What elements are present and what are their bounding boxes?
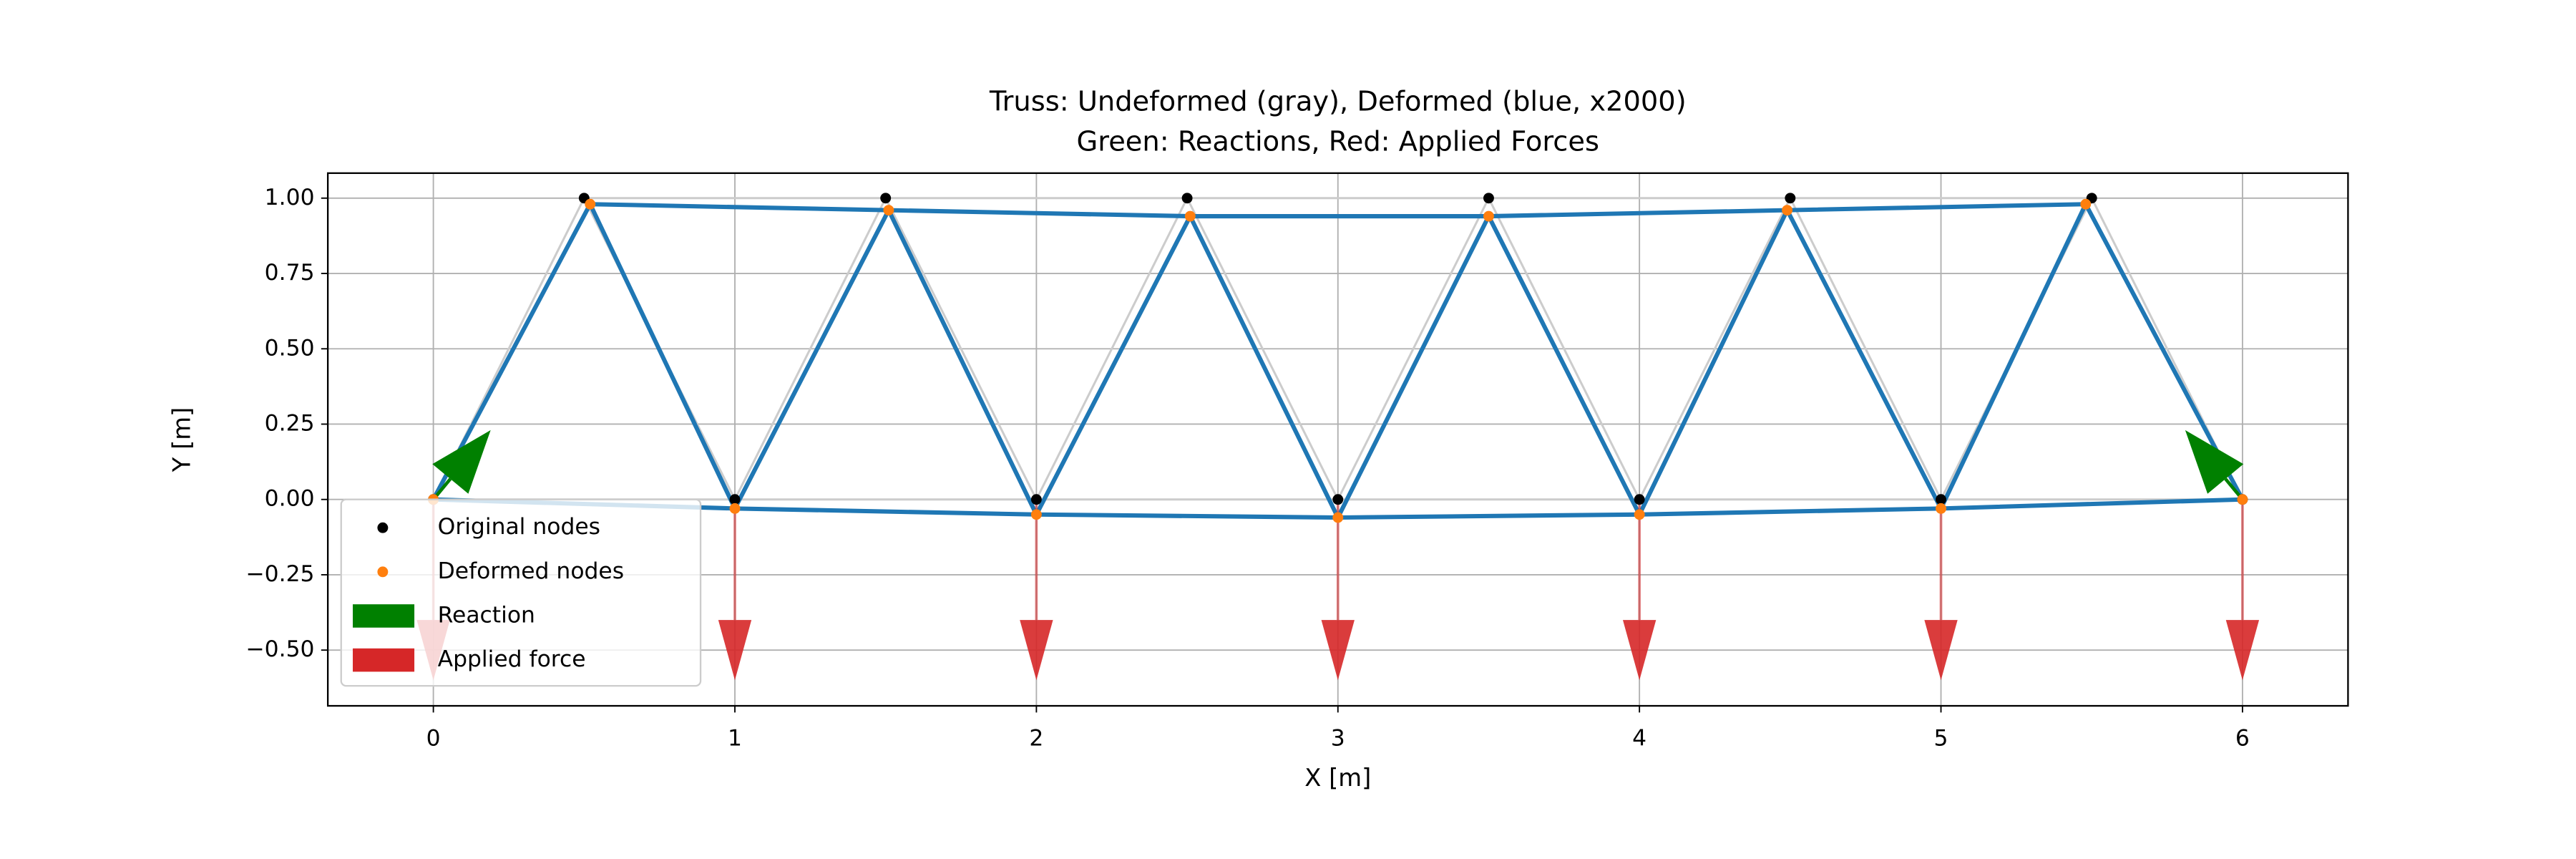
chart-title: Truss: Undeformed (gray), Deformed (blue…: [989, 86, 1687, 118]
node: [729, 503, 741, 514]
legend-patch: [353, 604, 415, 628]
arrow-head: [2185, 430, 2244, 494]
y-tick-label: 0.50: [265, 335, 315, 361]
member: [1638, 197, 1792, 501]
legend-label: Reaction: [438, 602, 535, 628]
chart-title: Green: Reactions, Red: Applied Forces: [1077, 126, 1599, 158]
node: [1782, 205, 1793, 216]
applied-force-arrow: [1924, 499, 1958, 681]
member: [886, 208, 1193, 219]
member: [1637, 506, 1943, 517]
y-tick-label: 0.00: [265, 486, 315, 512]
node: [2080, 198, 2092, 210]
x-axis-label: X [m]: [1304, 764, 1371, 792]
member: [1637, 208, 1790, 517]
applied-force-arrow: [2225, 499, 2260, 681]
node: [2237, 494, 2248, 505]
member: [1785, 208, 1943, 511]
y-tick-label: 0.75: [265, 260, 315, 286]
member: [1034, 512, 1340, 520]
node: [585, 198, 596, 210]
node: [1483, 193, 1494, 204]
arrow-head: [432, 430, 491, 494]
plot-frame: [326, 172, 2349, 707]
member: [1487, 197, 1641, 501]
member: [886, 208, 1039, 517]
member: [1035, 197, 1189, 501]
node: [1634, 494, 1645, 505]
node: [1030, 509, 1042, 520]
node: [1936, 494, 1946, 505]
member: [1938, 202, 2088, 511]
x-tick-label: 6: [2235, 726, 2250, 752]
node: [1936, 503, 1946, 514]
y-tick-label: −0.50: [245, 636, 314, 662]
legend-box: [340, 498, 702, 687]
x-tick-label: 1: [728, 726, 742, 752]
legend-marker: [377, 522, 389, 533]
member: [1335, 214, 1491, 520]
member: [733, 197, 887, 501]
node: [1332, 494, 1344, 505]
legend-marker: [377, 566, 389, 578]
y-tick-label: 1.00: [265, 185, 315, 210]
x-tick-label: 5: [1934, 726, 1948, 752]
member: [1789, 197, 1943, 501]
y-tick-label: −0.25: [245, 561, 314, 587]
node: [1634, 509, 1645, 520]
arrow-head: [718, 620, 752, 681]
member: [1785, 202, 2088, 213]
member: [1335, 512, 1642, 520]
node: [1184, 210, 1196, 222]
y-tick-label: 0.25: [265, 410, 315, 436]
x-tick-label: 2: [1029, 726, 1043, 752]
node: [1785, 193, 1796, 204]
member: [1186, 197, 1340, 501]
arrow-head: [2225, 620, 2260, 681]
node: [729, 494, 741, 505]
legend-label: Applied force: [438, 646, 586, 672]
arrow-head: [1020, 620, 1053, 681]
legend-label: Deformed nodes: [438, 558, 624, 584]
legend-patch: [353, 648, 415, 672]
x-tick-label: 0: [426, 726, 441, 752]
node: [1483, 210, 1494, 222]
node: [1332, 512, 1344, 523]
x-tick-label: 4: [1632, 726, 1646, 752]
node: [1181, 193, 1193, 204]
member: [1938, 497, 2245, 511]
node: [883, 205, 894, 216]
node: [1030, 494, 1042, 505]
legend-label: Original nodes: [438, 514, 600, 540]
member: [1486, 208, 1790, 219]
member: [732, 506, 1039, 517]
y-axis-label: Y [m]: [167, 407, 195, 472]
member: [1188, 214, 1340, 520]
member: [732, 208, 891, 511]
arrow-head: [1924, 620, 1958, 681]
x-tick-label: 3: [1331, 726, 1345, 752]
node: [880, 193, 892, 204]
member: [1034, 214, 1193, 517]
member: [587, 202, 891, 213]
member: [1486, 214, 1642, 517]
member: [1337, 197, 1490, 501]
member: [884, 197, 1038, 501]
arrow-head: [1622, 620, 1657, 681]
arrow-head: [1321, 620, 1355, 681]
applied-force-arrow: [718, 499, 752, 681]
member: [587, 202, 738, 511]
